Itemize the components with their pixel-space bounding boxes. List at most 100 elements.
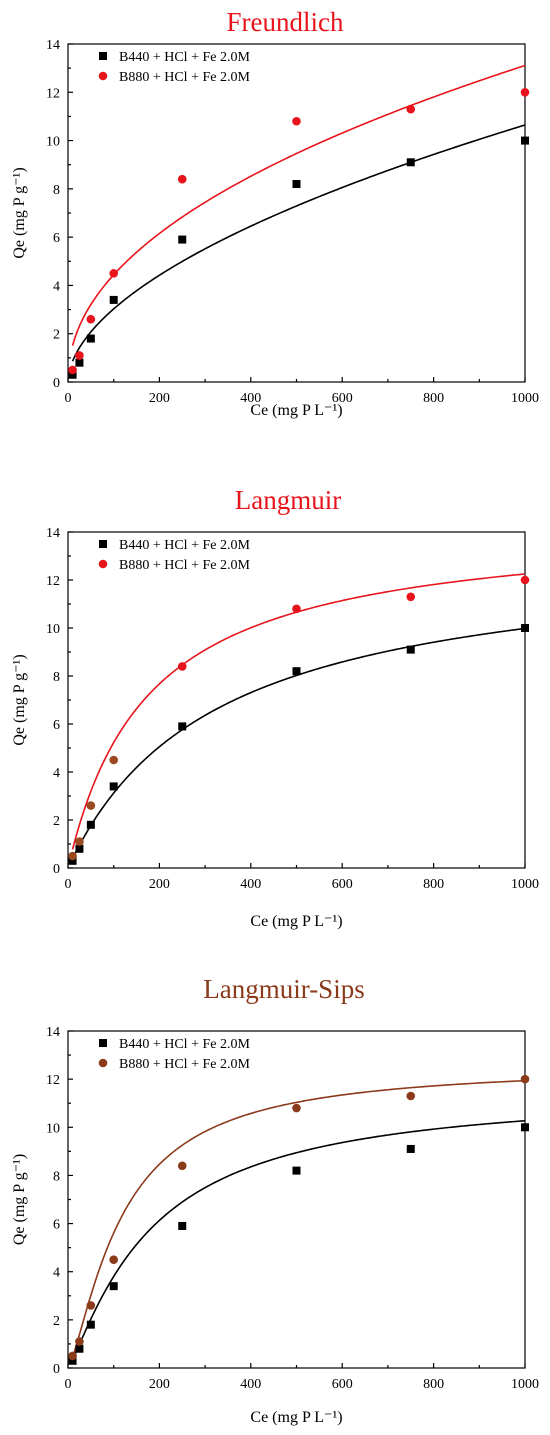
x-tick-label: 200	[149, 877, 170, 892]
x-tick-label: 0	[65, 391, 72, 406]
x-tick-label: 800	[423, 391, 444, 406]
fit-curve-series-0	[71, 124, 526, 362]
data-point-series-1	[109, 755, 118, 765]
y-tick-label: 12	[46, 86, 60, 101]
data-point-series-1	[520, 1074, 530, 1084]
fit-curve-series-1	[71, 1079, 526, 1358]
data-point-series-1	[520, 87, 530, 97]
y-tick-label: 2	[53, 814, 60, 829]
data-point-series-0	[86, 334, 95, 343]
fit-curve-series-0	[71, 627, 526, 859]
x-tick-label: 0	[65, 1377, 72, 1392]
chart-title: Langmuir	[235, 485, 341, 515]
x-axis-label: Ce (mg P L⁻¹)	[250, 1409, 342, 1426]
data-point-series-0	[75, 358, 84, 367]
legend-label: B440 + HCl + Fe 2.0M	[119, 50, 250, 65]
legend-marker	[98, 559, 108, 569]
chart-panel-0: Freundlich 0 200 400 600 800 1000 0 2 4 6 8 10 12 14 Ce…	[11, 7, 539, 419]
x-tick-label: 200	[149, 1377, 170, 1392]
y-tick-label: 14	[46, 1025, 60, 1040]
legend-marker	[99, 1039, 107, 1047]
data-point-series-1	[292, 604, 301, 614]
data-point-series-0	[178, 722, 187, 731]
y-tick-label: 12	[46, 574, 60, 589]
data-point-series-0	[521, 136, 529, 145]
legend-marker	[99, 52, 107, 60]
data-point-series-0	[292, 180, 301, 189]
legend-marker	[99, 540, 107, 548]
y-tick-label: 0	[53, 862, 60, 877]
y-tick-label: 14	[46, 38, 60, 53]
legend-label: B880 + HCl + Fe 2.0M	[119, 70, 250, 85]
data-point-series-1	[406, 104, 416, 114]
data-point-series-1	[86, 1301, 96, 1310]
data-point-series-1	[75, 837, 84, 846]
data-point-series-0	[109, 1282, 118, 1291]
data-point-series-1	[177, 1161, 187, 1171]
y-tick-label: 8	[53, 1169, 60, 1184]
legend-label: B440 + HCl + Fe 2.0M	[119, 1037, 250, 1052]
data-point-series-1	[520, 575, 530, 585]
x-tick-label: 1000	[511, 877, 539, 892]
plot-frame	[67, 1030, 526, 1369]
chart-title: Langmuir-Sips	[203, 974, 364, 1004]
x-axis-label: Ce (mg P L⁻¹)	[250, 402, 342, 419]
data-point-series-1	[75, 1337, 84, 1346]
data-point-series-1	[68, 851, 77, 861]
x-tick-label: 1000	[511, 391, 539, 406]
data-point-series-1	[292, 1103, 301, 1113]
y-tick-label: 6	[53, 718, 60, 733]
x-tick-label: 800	[423, 1377, 444, 1392]
plot-frame	[67, 531, 526, 869]
y-tick-label: 6	[53, 231, 60, 246]
data-point-series-1	[292, 116, 301, 126]
data-point-series-1	[68, 1351, 77, 1361]
x-tick-label: 400	[240, 391, 261, 406]
y-axis-label: Qe (mg P g⁻¹)	[11, 1154, 28, 1245]
y-tick-label: 8	[53, 183, 60, 198]
data-point-series-1	[109, 1255, 118, 1264]
y-tick-label: 2	[53, 1314, 60, 1329]
x-tick-label: 1000	[511, 1377, 539, 1392]
data-point-series-0	[178, 1221, 187, 1230]
legend-marker	[98, 1058, 108, 1068]
plot-frame	[67, 43, 526, 383]
x-tick-label: 600	[332, 391, 353, 406]
y-tick-label: 10	[46, 1121, 60, 1136]
legend-label: B440 + HCl + Fe 2.0M	[119, 538, 250, 553]
y-tick-label: 0	[53, 376, 60, 391]
x-tick-label: 600	[332, 877, 353, 892]
fit-curve-series-0	[71, 1119, 526, 1360]
y-tick-label: 10	[46, 622, 60, 637]
data-point-series-1	[86, 314, 96, 324]
data-point-series-0	[109, 782, 118, 791]
data-point-series-1	[68, 365, 77, 375]
data-point-series-1	[177, 662, 187, 671]
data-point-series-0	[75, 1344, 84, 1353]
data-point-series-1	[75, 351, 84, 360]
data-point-series-0	[109, 295, 118, 304]
data-point-series-1	[406, 592, 416, 602]
x-tick-label: 400	[240, 1377, 261, 1392]
x-tick-label: 600	[332, 1377, 353, 1392]
x-tick-label: 400	[240, 877, 261, 892]
y-tick-label: 14	[46, 526, 60, 541]
data-point-series-0	[86, 1320, 95, 1329]
y-tick-label: 2	[53, 328, 60, 343]
legend-label: B880 + HCl + Fe 2.0M	[119, 558, 250, 573]
data-point-series-1	[109, 269, 118, 278]
data-point-series-0	[292, 667, 301, 676]
x-axis-label: Ce (mg P L⁻¹)	[250, 913, 342, 930]
x-tick-label: 800	[423, 877, 444, 892]
data-point-series-0	[178, 235, 187, 244]
data-point-series-0	[75, 844, 84, 853]
y-tick-label: 8	[53, 670, 60, 685]
y-axis-label: Qe (mg P g⁻¹)	[11, 654, 28, 745]
data-point-series-0	[406, 645, 415, 654]
chart-panel-1: Langmuir 0 200 400 600 800 1000 0 2 4 6 8 10 12 14 Ce (…	[11, 485, 539, 930]
data-point-series-0	[86, 820, 95, 829]
x-tick-label: 200	[149, 391, 170, 406]
y-tick-label: 6	[53, 1218, 60, 1233]
